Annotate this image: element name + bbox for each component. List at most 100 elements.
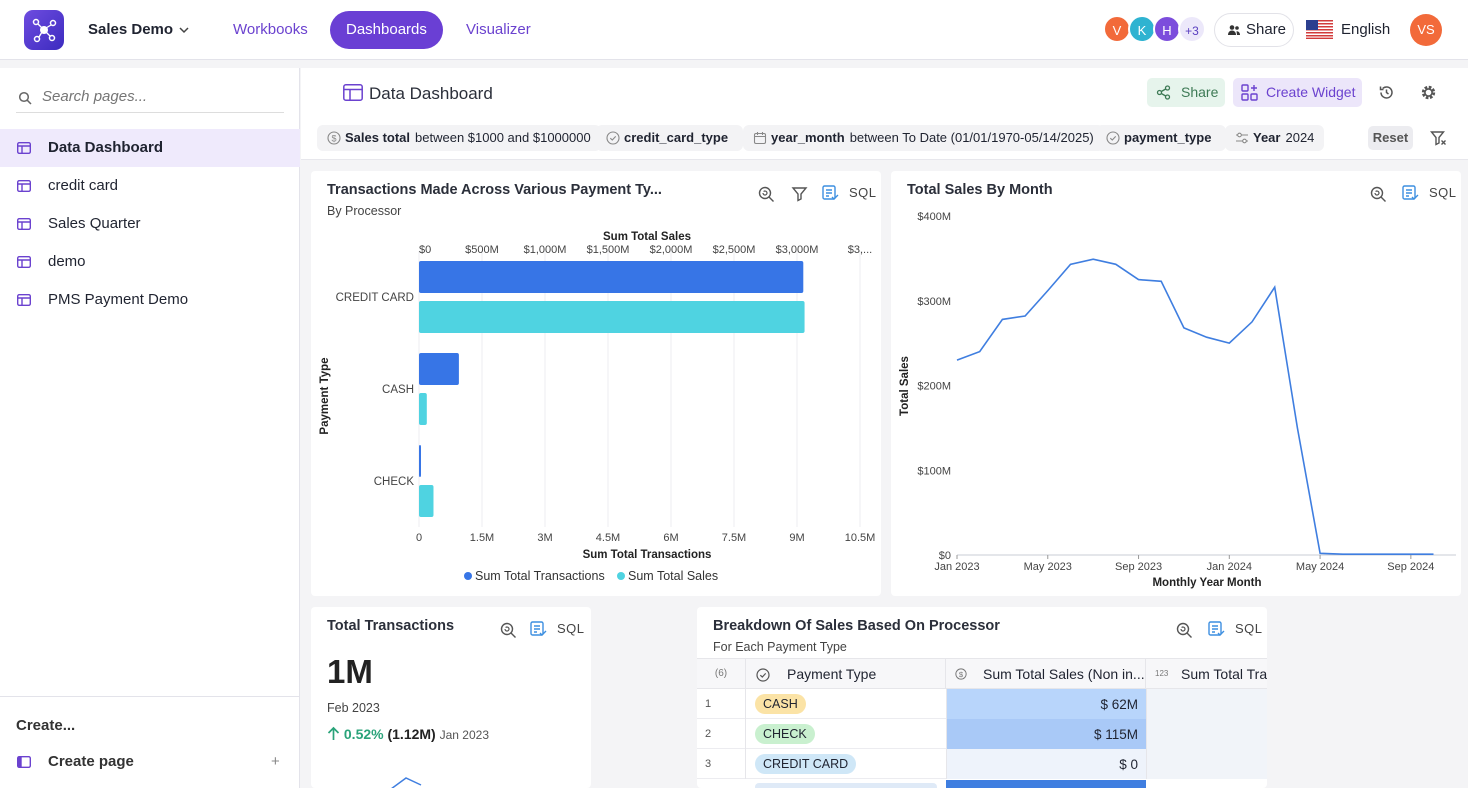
column-header-payment-type[interactable]: Payment Type xyxy=(746,659,946,689)
nav-visualizer[interactable]: Visualizer xyxy=(466,21,531,38)
widget-title: Breakdown Of Sales Based On Processor xyxy=(713,618,1000,634)
filter-icon[interactable] xyxy=(791,185,808,202)
dashboard-share-button[interactable]: Share xyxy=(1147,78,1225,107)
bar-chart-canvas: 0 1.5M 3M 4.5M 6M 7.5M 9M 10.5M $0 $500M $1,000M $1… xyxy=(319,231,875,583)
chevron-down-icon[interactable] xyxy=(178,24,190,36)
dashboard-icon xyxy=(343,84,363,101)
top-share-label: Share xyxy=(1246,21,1287,38)
sidebar-item-demo[interactable]: demo xyxy=(0,243,300,281)
create-menu[interactable]: Create... xyxy=(16,717,76,734)
dollar-icon: $ xyxy=(955,668,967,680)
reset-filters-button[interactable]: Reset xyxy=(1368,126,1413,150)
language-selector[interactable]: English xyxy=(1341,21,1391,38)
data-table-icon[interactable] xyxy=(529,620,547,638)
y-tick-label: $100M xyxy=(917,465,951,477)
column-label: Sum Total Sales (Non in... xyxy=(983,666,1145,682)
filter-chip-year-month[interactable]: year_month between To Date (01/01/1970-05… xyxy=(743,125,1104,151)
svg-text:$: $ xyxy=(331,134,336,144)
zoom-reset-icon[interactable] xyxy=(757,185,775,203)
sql-button[interactable]: SQL xyxy=(849,185,877,200)
nav-dashboards[interactable]: Dashboards xyxy=(330,11,443,49)
y-tick-label: $0 xyxy=(939,550,951,562)
table-row[interactable]: 3 CREDIT CARD $ 0 xyxy=(697,749,1267,779)
collaborator-initial: V xyxy=(1112,23,1122,38)
collaborator-initial: H xyxy=(1162,23,1172,38)
sidebar-item-credit-card[interactable]: credit card xyxy=(0,167,300,205)
zoom-reset-icon[interactable] xyxy=(1369,185,1387,203)
legend-swatch xyxy=(464,572,472,580)
x-tick-label: 0 xyxy=(416,532,422,544)
category-label: CHECK xyxy=(374,476,415,488)
top-tick-label: $0 xyxy=(419,244,431,256)
column-label: Payment Type xyxy=(787,666,877,682)
sidebar-footer: Create... Create page + xyxy=(0,696,300,770)
settings-gear-icon[interactable] xyxy=(1420,84,1437,101)
data-table-icon[interactable] xyxy=(821,184,839,202)
sql-button[interactable]: SQL xyxy=(1429,185,1457,200)
workspace-name[interactable]: Sales Demo xyxy=(88,21,174,38)
page-icon xyxy=(17,180,31,192)
data-table-icon[interactable] xyxy=(1401,184,1419,202)
filter-chip-sales-total[interactable]: $ Sales total between $1000 and $1000000 xyxy=(317,125,601,151)
collaborator-avatar[interactable]: K xyxy=(1128,15,1156,43)
kpi-change-abs: (1.12M) xyxy=(387,726,436,742)
line-chart-canvas: $0 $100M $200M $300M $400M Jan 2023 May 2023 Se… xyxy=(899,211,1456,589)
top-share-button[interactable]: Share xyxy=(1214,13,1294,47)
x-tick-label: 4.5M xyxy=(596,532,620,544)
x-tick-label: 3M xyxy=(537,532,552,544)
search-box xyxy=(16,82,284,113)
filter-chip-payment-type[interactable]: payment_type xyxy=(1096,125,1227,151)
top-bar: Sales Demo Workbooks Dashboards Visualiz… xyxy=(0,0,1468,60)
history-icon[interactable] xyxy=(1378,84,1395,101)
widget-add-icon xyxy=(1241,84,1258,101)
filter-field: credit_card_type xyxy=(624,130,729,145)
table-row[interactable]: 2 CHECK $ 115M xyxy=(697,719,1267,749)
top-tick-label: $3,000M xyxy=(776,244,819,256)
sales-bar-cell xyxy=(946,780,1146,788)
top-tick-label: $2,500M xyxy=(713,244,756,256)
filter-chip-credit-card-type[interactable]: credit_card_type xyxy=(596,125,744,151)
y-axis-title: Total Sales xyxy=(899,356,911,416)
collaborator-avatar[interactable]: V xyxy=(1103,15,1131,43)
zoom-reset-icon[interactable] xyxy=(499,621,517,639)
filter-field: year_month xyxy=(771,130,845,145)
sidebar-item-pms-payment-demo[interactable]: PMS Payment Demo xyxy=(0,281,300,319)
page-icon xyxy=(17,256,31,268)
search-input[interactable] xyxy=(42,88,272,105)
dashboard-header: Data Dashboard Share Create Widget xyxy=(301,68,1468,116)
us-flag-icon[interactable] xyxy=(1306,20,1333,39)
clear-filter-icon[interactable] xyxy=(1430,130,1447,147)
sidebar-item-label: credit card xyxy=(48,177,119,194)
more-collaborators[interactable]: +3 xyxy=(1178,15,1206,43)
column-header-sum-total-sales[interactable]: $ Sum Total Sales (Non in... xyxy=(946,659,1146,689)
row-count: (6) xyxy=(697,659,746,689)
filter-chip-year[interactable]: Year 2024 xyxy=(1225,125,1325,151)
legend-label: Sum Total Sales xyxy=(628,569,718,583)
nav-workbooks[interactable]: Workbooks xyxy=(233,21,308,38)
plus-icon[interactable]: + xyxy=(271,753,280,770)
sidebar-item-label: Data Dashboard xyxy=(48,139,164,156)
sql-button[interactable]: SQL xyxy=(557,621,585,636)
x-tick-label: Jan 2023 xyxy=(934,561,979,573)
filter-field: payment_type xyxy=(1124,130,1212,145)
app-logo[interactable] xyxy=(24,10,64,50)
sql-button[interactable]: SQL xyxy=(1235,621,1263,636)
zoom-reset-icon[interactable] xyxy=(1175,621,1193,639)
create-page-button[interactable]: Create page + xyxy=(0,743,300,781)
x-tick-label: Jan 2024 xyxy=(1207,561,1252,573)
collaborator-initial: K xyxy=(1137,23,1147,38)
payment-type-pill: CHECK xyxy=(755,724,815,744)
column-header-sum-total-transactions[interactable]: 123 Sum Total Trar xyxy=(1146,659,1267,689)
collaborator-avatar[interactable]: H xyxy=(1153,15,1181,43)
sidebar-item-label: demo xyxy=(48,253,86,270)
page-icon xyxy=(17,294,31,306)
sidebar-item-sales-quarter[interactable]: Sales Quarter xyxy=(0,205,300,243)
table-row[interactable]: 1 CASH $ 62M xyxy=(697,689,1267,719)
sidebar-item-data-dashboard[interactable]: Data Dashboard xyxy=(0,129,300,167)
filter-op: 2024 xyxy=(1285,130,1315,145)
filter-bar: $ Sales total between $1000 and $1000000 … xyxy=(301,116,1468,160)
create-widget-button[interactable]: Create Widget xyxy=(1233,78,1362,107)
widget-title: Transactions Made Across Various Payment… xyxy=(327,182,662,198)
user-avatar[interactable]: VS xyxy=(1410,14,1442,46)
data-table-icon[interactable] xyxy=(1207,620,1225,638)
